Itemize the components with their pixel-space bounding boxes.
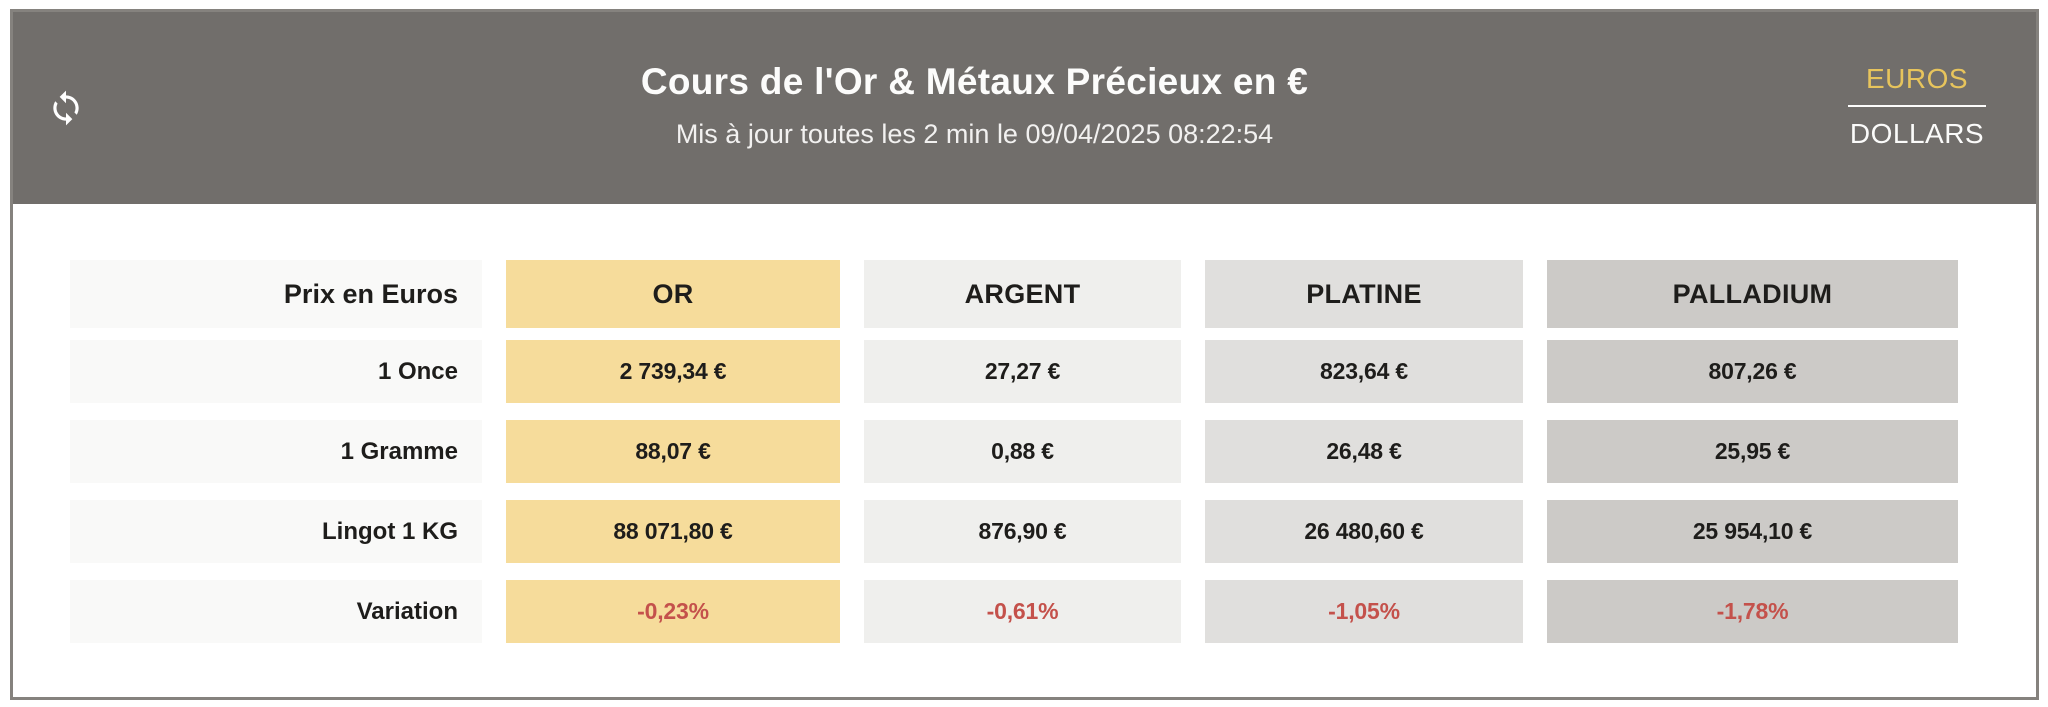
column-header-palladium: PALLADIUM xyxy=(1547,260,1958,328)
cell-platine-once: 823,64 € xyxy=(1205,340,1523,403)
currency-toggle: EUROS DOLLARS xyxy=(1832,62,2002,155)
cell-or-gramme: 88,07 € xyxy=(506,420,840,483)
update-status: Mis à jour toutes les 2 min le 09/04/202… xyxy=(675,118,1274,149)
cell-or-variation: -0,23% xyxy=(506,580,840,643)
row-label-gramme: 1 Gramme xyxy=(70,420,482,483)
header-band: Cours de l'Or & Métaux Précieux en € Mis… xyxy=(13,12,2036,204)
row-label-once: 1 Once xyxy=(70,340,482,403)
column-header-or: OR xyxy=(506,260,840,328)
cell-or-once: 2 739,34 € xyxy=(506,340,840,403)
row-label-lingot: Lingot 1 KG xyxy=(70,500,482,563)
price-table: Prix en Euros OR ARGENT PLATINE PALLADIU… xyxy=(70,260,2036,643)
column-header-argent: ARGENT xyxy=(864,260,1181,328)
cell-palladium-variation: -1,78% xyxy=(1547,580,1958,643)
column-header-platine: PLATINE xyxy=(1205,260,1523,328)
header-text-block: Cours de l'Or & Métaux Précieux en € Mis… xyxy=(117,61,1832,156)
currency-toggle-divider xyxy=(1848,104,1986,107)
cell-palladium-once: 807,26 € xyxy=(1547,340,1958,403)
sync-refresh-icon xyxy=(47,89,85,127)
refresh-button[interactable] xyxy=(47,89,117,127)
cell-platine-variation: -1,05% xyxy=(1205,580,1523,643)
gold-price-widget: Cours de l'Or & Métaux Précieux en € Mis… xyxy=(10,9,2039,700)
cell-or-lingot: 88 071,80 € xyxy=(506,500,840,563)
cell-palladium-lingot: 25 954,10 € xyxy=(1547,500,1958,563)
cell-argent-lingot: 876,90 € xyxy=(864,500,1181,563)
cell-platine-lingot: 26 480,60 € xyxy=(1205,500,1523,563)
row-label-variation: Variation xyxy=(70,580,482,643)
currency-option-dollars[interactable]: DOLLARS xyxy=(1832,117,2002,151)
cell-argent-once: 27,27 € xyxy=(864,340,1181,403)
cell-argent-gramme: 0,88 € xyxy=(864,420,1181,483)
cell-palladium-gramme: 25,95 € xyxy=(1547,420,1958,483)
cell-argent-variation: -0,61% xyxy=(864,580,1181,643)
corner-label: Prix en Euros xyxy=(70,260,482,328)
cell-platine-gramme: 26,48 € xyxy=(1205,420,1523,483)
page-title: Cours de l'Or & Métaux Précieux en € xyxy=(640,60,1309,102)
currency-option-euros[interactable]: EUROS xyxy=(1832,62,2002,96)
